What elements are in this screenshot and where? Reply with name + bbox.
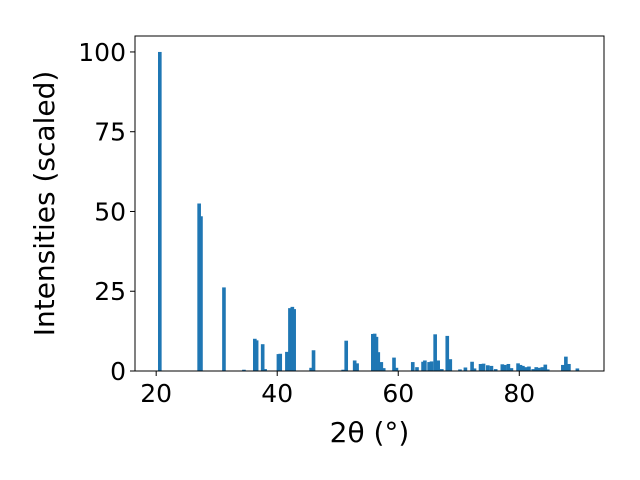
bars-group <box>158 51 580 371</box>
bar <box>376 352 381 371</box>
bar <box>436 360 440 371</box>
plot-frame <box>134 35 605 372</box>
bar <box>489 365 494 371</box>
bar <box>371 333 375 371</box>
bar <box>564 356 568 371</box>
bar <box>506 363 511 371</box>
bar <box>540 367 545 371</box>
x-tick-label: 40 <box>261 379 293 408</box>
bar <box>311 350 316 371</box>
bar <box>543 364 548 371</box>
bar <box>309 367 313 371</box>
y-tick-label: 100 <box>78 38 126 67</box>
bar <box>381 368 386 371</box>
bar <box>527 366 531 371</box>
bar <box>433 334 437 371</box>
bar <box>481 363 486 371</box>
bar <box>394 367 399 371</box>
bar <box>423 360 427 371</box>
bar <box>285 351 289 371</box>
bar <box>292 309 296 371</box>
x-tick-label: 20 <box>140 379 172 408</box>
bar <box>344 340 349 371</box>
bar <box>500 364 505 371</box>
bar <box>410 362 415 371</box>
bar <box>341 369 345 371</box>
bar <box>509 368 514 371</box>
bar <box>448 359 453 371</box>
x-axis-label: 2θ (°) <box>330 416 410 449</box>
bar <box>288 308 292 371</box>
bar <box>575 368 580 371</box>
bar <box>458 369 462 371</box>
bar <box>463 367 468 371</box>
bar <box>485 365 490 371</box>
bar <box>374 336 379 371</box>
bar <box>415 367 419 371</box>
bar <box>429 361 434 371</box>
bar <box>534 367 539 371</box>
bar <box>478 363 483 371</box>
y-axis-label: Intensities (scaled) <box>28 71 61 337</box>
y-tick-label: 50 <box>94 197 126 226</box>
bar <box>158 51 162 371</box>
bar <box>440 369 444 371</box>
x-tick-label: 60 <box>382 379 414 408</box>
bar <box>516 363 520 371</box>
bar <box>392 357 396 371</box>
bar <box>254 340 259 371</box>
bar <box>260 344 265 371</box>
x-tick-label: 80 <box>503 379 535 408</box>
y-tick-label: 75 <box>94 118 126 147</box>
bar <box>278 353 283 371</box>
bar <box>421 361 425 371</box>
bar <box>521 365 525 371</box>
bar <box>242 369 246 371</box>
bar <box>379 362 384 371</box>
bar <box>470 361 474 371</box>
bar <box>352 360 357 371</box>
bar <box>355 363 359 371</box>
bar <box>536 367 541 371</box>
bar <box>518 364 523 371</box>
bar <box>199 216 203 371</box>
bar <box>531 369 536 371</box>
bar <box>472 368 477 371</box>
bar <box>561 364 565 371</box>
bar <box>197 203 201 371</box>
bar <box>445 335 450 371</box>
bar <box>222 287 226 371</box>
y-axis-ticks: 0 25 50 75 100 <box>78 38 135 386</box>
bar <box>493 369 498 371</box>
y-tick-label: 25 <box>94 277 126 306</box>
bar <box>524 367 528 371</box>
y-tick-label: 0 <box>110 357 126 386</box>
x-axis-ticks: 20 40 60 80 <box>140 371 535 408</box>
bar <box>427 362 431 371</box>
bar <box>263 369 267 371</box>
bar <box>502 364 507 371</box>
bar <box>567 363 571 371</box>
bar <box>545 369 550 371</box>
